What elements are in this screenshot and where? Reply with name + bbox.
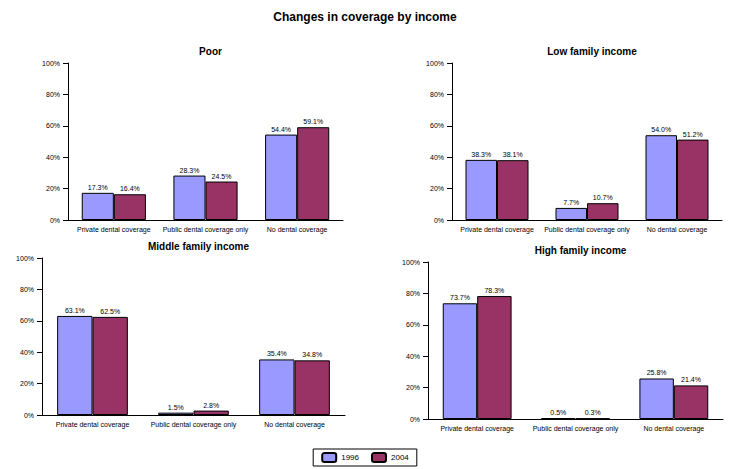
svg-text:1.5%: 1.5%	[168, 404, 184, 411]
svg-text:40%: 40%	[430, 154, 444, 161]
svg-text:21.4%: 21.4%	[681, 376, 701, 383]
svg-text:28.3%: 28.3%	[180, 167, 200, 174]
svg-text:80%: 80%	[20, 286, 34, 293]
svg-text:16.4%: 16.4%	[120, 185, 140, 192]
svg-text:51.2%: 51.2%	[683, 131, 703, 138]
svg-text:0%: 0%	[50, 217, 60, 224]
svg-text:2.8%: 2.8%	[203, 402, 219, 409]
svg-text:2004: 2004	[391, 453, 409, 462]
svg-text:38.3%: 38.3%	[471, 151, 491, 158]
svg-text:78.3%: 78.3%	[484, 287, 504, 294]
svg-text:60%: 60%	[430, 122, 444, 129]
svg-text:35.4%: 35.4%	[267, 350, 287, 357]
svg-text:38.1%: 38.1%	[503, 151, 523, 158]
svg-text:0%: 0%	[434, 217, 444, 224]
svg-text:100%: 100%	[16, 255, 34, 262]
svg-text:60%: 60%	[406, 321, 420, 328]
svg-text:Public dental coverage only: Public dental coverage only	[533, 425, 619, 433]
svg-text:40%: 40%	[406, 353, 420, 360]
svg-text:60%: 60%	[46, 122, 60, 129]
svg-text:54.0%: 54.0%	[651, 126, 671, 133]
svg-text:No dental coverage: No dental coverage	[264, 421, 325, 429]
svg-text:Private dental coverage: Private dental coverage	[56, 421, 130, 429]
svg-text:1996: 1996	[341, 453, 359, 462]
svg-text:Changes in coverage by income: Changes in coverage by income	[273, 10, 457, 24]
svg-text:Private dental coverage: Private dental coverage	[77, 226, 151, 234]
svg-text:40%: 40%	[46, 154, 60, 161]
svg-text:Public dental coverage only: Public dental coverage only	[151, 421, 237, 429]
svg-text:100%: 100%	[42, 60, 60, 67]
svg-text:73.7%: 73.7%	[450, 294, 470, 301]
svg-text:High family income: High family income	[535, 245, 627, 256]
svg-text:20%: 20%	[430, 185, 444, 192]
svg-text:17.3%: 17.3%	[88, 184, 108, 191]
svg-text:100%: 100%	[402, 259, 420, 266]
svg-text:Poor: Poor	[199, 46, 222, 57]
svg-text:60%: 60%	[20, 317, 34, 324]
svg-text:80%: 80%	[430, 91, 444, 98]
svg-text:25.8%: 25.8%	[647, 369, 667, 376]
svg-text:24.5%: 24.5%	[212, 173, 232, 180]
svg-text:Public dental coverage only: Public dental coverage only	[544, 226, 630, 234]
svg-text:0%: 0%	[410, 416, 420, 423]
svg-text:10.7%: 10.7%	[593, 194, 613, 201]
svg-text:Public dental coverage only: Public dental coverage only	[163, 226, 249, 234]
svg-text:59.1%: 59.1%	[303, 118, 323, 125]
svg-text:100%: 100%	[426, 60, 444, 67]
svg-text:0%: 0%	[24, 412, 34, 419]
svg-text:34.8%: 34.8%	[302, 351, 322, 358]
svg-text:40%: 40%	[20, 349, 34, 356]
svg-text:No dental coverage: No dental coverage	[647, 226, 708, 234]
svg-text:Middle family income: Middle family income	[148, 241, 250, 252]
svg-text:Private dental coverage: Private dental coverage	[440, 425, 514, 433]
svg-text:80%: 80%	[46, 91, 60, 98]
svg-text:80%: 80%	[406, 290, 420, 297]
svg-text:0.3%: 0.3%	[585, 409, 601, 416]
svg-text:7.7%: 7.7%	[563, 199, 579, 206]
svg-text:Low family income: Low family income	[547, 46, 637, 57]
svg-text:62.5%: 62.5%	[100, 308, 120, 315]
svg-text:No dental coverage: No dental coverage	[643, 425, 704, 433]
svg-text:Private dental coverage: Private dental coverage	[460, 226, 534, 234]
svg-text:No dental coverage: No dental coverage	[267, 226, 328, 234]
svg-text:20%: 20%	[46, 185, 60, 192]
svg-text:63.1%: 63.1%	[65, 307, 85, 314]
svg-text:54.4%: 54.4%	[271, 126, 291, 133]
svg-text:20%: 20%	[20, 380, 34, 387]
svg-text:0.5%: 0.5%	[550, 409, 566, 416]
svg-text:20%: 20%	[406, 384, 420, 391]
